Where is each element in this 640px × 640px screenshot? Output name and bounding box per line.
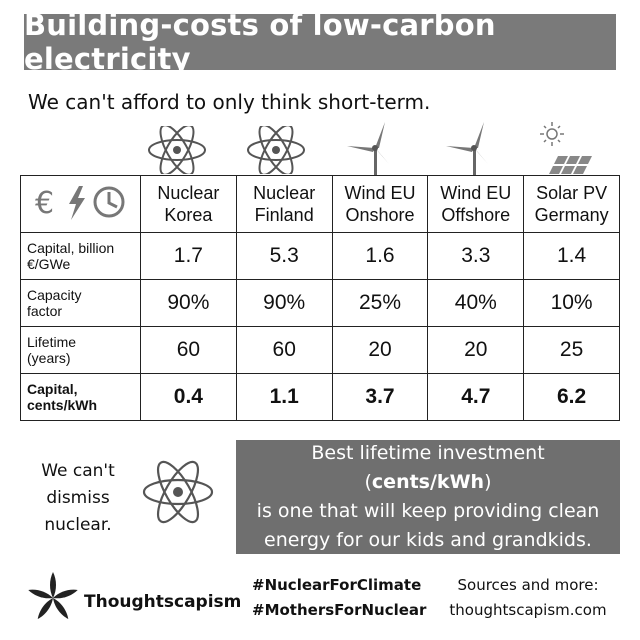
table-cell: 60 — [235, 326, 333, 374]
table-cell: 40% — [427, 279, 525, 327]
atom-icon — [142, 460, 214, 524]
dismiss-nuclear-text: We can't dismiss nuclear. — [30, 458, 126, 539]
column-header-line1: Nuclear — [253, 183, 316, 203]
dismiss-line2: dismiss — [46, 488, 110, 508]
column-header-line1: Wind EU — [440, 183, 512, 203]
table-cell: 90% — [235, 279, 333, 327]
brand-name: Thoughtscapism — [84, 592, 242, 612]
wind-turbine-icon — [347, 122, 389, 176]
row-label: Capital, billion €/GWe — [20, 232, 141, 280]
table-cell: 25% — [331, 279, 429, 327]
atom-icon — [148, 126, 206, 174]
table-cell: 1.1 — [235, 373, 333, 421]
column-header: Nuclear Finland — [235, 175, 333, 233]
row-label: Capital, cents/kWh — [20, 373, 141, 421]
svg-text:€: € — [35, 186, 54, 221]
table-cell: 0.4 — [140, 373, 237, 421]
dismiss-line3: nuclear. — [44, 515, 112, 535]
row-label: Capacity factor — [20, 279, 141, 327]
lightning-icon — [68, 185, 85, 220]
column-header-line1: Nuclear — [157, 183, 220, 203]
table-header-row: € Nuclear Korea Nuclear Finland Wind EU Ons… — [20, 175, 620, 233]
column-header: Solar PV Germany — [523, 175, 620, 233]
dismiss-line1: We can't — [41, 461, 115, 481]
subtitle: We can't afford to only think short-term… — [28, 90, 431, 114]
row-label-line1: Capital, — [27, 381, 78, 397]
row-label: Lifetime (years) — [20, 326, 141, 374]
table-cell: 5.3 — [235, 232, 333, 280]
table-cell: 1.4 — [523, 232, 620, 280]
column-header: Wind EU Onshore — [331, 175, 429, 233]
table-row: Lifetime (years) 60 60 20 20 25 — [20, 326, 620, 374]
table-cell: 6.2 — [523, 373, 620, 421]
column-header-line2: Finland — [254, 205, 314, 225]
table-cell: 20 — [427, 326, 525, 374]
row-label-line2: (years) — [27, 350, 71, 366]
investment-message-box: Best lifetime investment (cents/kWh) is … — [236, 440, 620, 554]
euro-icon: € — [35, 186, 54, 221]
unit-icons: € — [35, 185, 124, 221]
table-row: Capacity factor 90% 90% 25% 40% 10% — [20, 279, 620, 327]
title-banner: Building-costs of low-carbon electricity — [24, 8, 616, 76]
wind-turbine-icon — [446, 122, 488, 176]
cost-table: € Nuclear Korea Nuclear Finland Wind EU Ons… — [20, 175, 620, 421]
thoughtscapism-logo-icon — [28, 572, 78, 620]
investment-text-pre: Best lifetime investment ( — [311, 442, 545, 493]
table-cell: 90% — [140, 279, 237, 327]
column-header-line1: Solar PV — [536, 183, 608, 203]
table-cell: 3.7 — [331, 373, 429, 421]
row-label-line1: Capacity — [27, 287, 82, 303]
table-cell: 1.7 — [140, 232, 237, 280]
row-label-line2: €/GWe — [27, 256, 71, 272]
table-cell: 1.6 — [331, 232, 429, 280]
column-header: Nuclear Korea — [140, 175, 237, 233]
column-header-line1: Wind EU — [344, 183, 416, 203]
column-header: Wind EU Offshore — [427, 175, 525, 233]
column-icon-row — [0, 118, 640, 176]
atom-icon — [247, 126, 305, 174]
table-row: Capital, billion €/GWe 1.7 5.3 1.6 3.3 1.… — [20, 232, 620, 280]
table-cell: 4.7 — [427, 373, 525, 421]
unit-icons-cell: € — [20, 175, 141, 233]
hashtag-nuclear-for-climate: #NuclearForClimate — [252, 576, 422, 594]
row-label-line1: Capital, billion — [27, 240, 115, 256]
sources-block: Sources and more: thoughtscapism.com — [438, 573, 618, 623]
page-title: Building-costs of low-carbon electricity — [24, 8, 496, 76]
table-cell: 60 — [140, 326, 237, 374]
table-cell: 10% — [523, 279, 620, 327]
hashtag-mothers-for-nuclear: #MothersForNuclear — [252, 601, 427, 619]
table-cell: 20 — [331, 326, 429, 374]
sources-url: thoughtscapism.com — [449, 601, 607, 619]
hashtags: #NuclearForClimate #MothersForNuclear — [252, 573, 426, 623]
column-header-line2: Germany — [534, 205, 609, 225]
table-cell: 3.3 — [427, 232, 525, 280]
solar-panel-icon — [540, 122, 592, 174]
sources-label: Sources and more: — [457, 576, 599, 594]
row-label-line2: cents/kWh — [27, 397, 98, 413]
column-header-line2: Korea — [164, 205, 213, 225]
row-label-line2: factor — [27, 303, 63, 319]
investment-line2: is one that will keep providing clean — [256, 500, 600, 522]
table-cell: 25 — [523, 326, 620, 374]
column-header-line2: Onshore — [345, 205, 415, 225]
clock-icon — [93, 186, 124, 217]
investment-text-post: ) — [484, 471, 492, 493]
column-header-line2: Offshore — [441, 205, 511, 225]
row-label-line1: Lifetime — [27, 334, 77, 350]
investment-line3: energy for our kids and grandkids. — [264, 529, 592, 551]
table-row-total: Capital, cents/kWh 0.4 1.1 3.7 4.7 6.2 — [20, 373, 620, 421]
investment-text-bold: cents/kWh — [371, 471, 485, 493]
